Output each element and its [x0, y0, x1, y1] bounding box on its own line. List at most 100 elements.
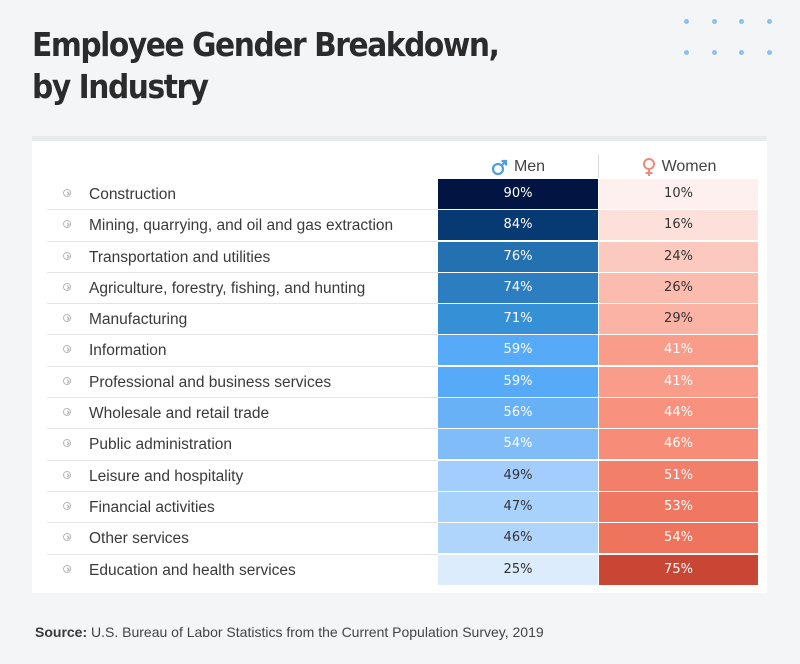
decorative-dot: [711, 19, 717, 24]
industry-label: Other services: [89, 530, 189, 548]
industry-label: Financial activities: [89, 498, 215, 516]
column-header-men: Men: [438, 151, 598, 183]
table-row: Education and health services 25% 75%: [32, 554, 767, 586]
row-bullet-icon: [63, 345, 71, 354]
row-divider: [47, 397, 438, 399]
women-percent-cell: 41%: [599, 366, 758, 397]
women-percent-cell: 51%: [599, 460, 758, 491]
men-percent-cell: 84%: [438, 210, 598, 241]
women-percent-cell: 75%: [599, 554, 758, 585]
table-row: Wholesale and retail trade 56% 44%: [32, 398, 767, 430]
row-bullet-icon: [63, 533, 71, 542]
column-header-men-label: Men: [513, 158, 546, 175]
table-row: Agriculture, forestry, fishing, and hunt…: [32, 272, 767, 305]
male-symbol-icon: [491, 159, 508, 175]
row-divider: [47, 553, 438, 555]
women-percent-cell: 44%: [599, 398, 758, 429]
women-percent-cell: 24%: [599, 241, 758, 272]
source-note: Source: U.S. Bureau of Labor Statistics …: [35, 624, 544, 640]
row-divider: [47, 240, 438, 242]
decorative-dot-grid: [684, 19, 774, 59]
row-divider: [47, 209, 438, 211]
row-divider: [47, 459, 438, 461]
table-body: Construction 90% 10% Mining, quarrying, and…: [32, 179, 767, 586]
row-bullet-icon: [63, 189, 71, 197]
row-divider: [47, 365, 438, 367]
table-row: Public administration 54% 46%: [32, 429, 767, 461]
men-percent-cell: 71%: [438, 304, 598, 335]
column-header-women-label: Women: [661, 158, 717, 175]
row-divider: [47, 303, 438, 305]
industry-label: Wholesale and retail trade: [89, 405, 270, 423]
industry-label: Information: [89, 342, 167, 360]
decorative-dot: [766, 19, 772, 24]
row-bullet-icon: [63, 470, 71, 479]
source-text: U.S. Bureau of Labor Statistics from the…: [87, 624, 544, 640]
industry-label: Construction: [89, 186, 177, 203]
women-percent-cell: 29%: [599, 304, 758, 335]
header-separator: [598, 154, 599, 178]
industry-label: Mining, quarrying, and oil and gas extra…: [89, 217, 394, 235]
row-bullet-icon: [63, 376, 71, 385]
men-percent-cell: 74%: [438, 272, 598, 303]
industry-label: Transportation and utilities: [89, 248, 271, 266]
men-percent-cell: 76%: [438, 241, 598, 272]
decorative-dot: [739, 50, 744, 55]
men-percent-cell: 59%: [438, 366, 598, 397]
decorative-dot: [684, 19, 689, 24]
table-row: Leisure and hospitality 49% 51%: [32, 460, 767, 492]
row-bullet-icon: [63, 251, 71, 260]
women-percent-cell: 10%: [599, 179, 758, 209]
chart-title-line-1: Employee Gender Breakdown,: [32, 25, 500, 64]
row-bullet-icon: [63, 282, 71, 291]
data-table-card: Men Women Construction 90% 10% Mining, quar…: [32, 136, 767, 593]
column-header-women: Women: [599, 151, 759, 183]
men-percent-cell: 54%: [438, 429, 598, 460]
industry-label: Education and health services: [89, 561, 296, 579]
row-divider: [47, 490, 438, 492]
men-percent-cell: 90%: [438, 179, 598, 209]
row-divider: [47, 428, 438, 430]
table-row: Professional and business services 59% 41%: [32, 366, 767, 399]
source-label: Source:: [35, 624, 88, 640]
row-divider: [47, 334, 438, 336]
men-percent-cell: 59%: [438, 335, 598, 366]
row-divider: [47, 271, 438, 273]
men-percent-cell: 56%: [438, 398, 598, 429]
row-divider: [47, 522, 438, 524]
men-percent-cell: 25%: [438, 554, 598, 585]
table-row: Financial activities 47% 53%: [32, 491, 767, 524]
chart-title-line-2: by Industry: [32, 67, 209, 106]
decorative-dot: [766, 50, 772, 55]
men-percent-cell: 47%: [438, 491, 598, 522]
women-percent-cell: 53%: [599, 491, 758, 522]
men-percent-cell: 46%: [438, 523, 598, 554]
industry-label: Agriculture, forestry, fishing, and hunt…: [89, 279, 366, 297]
women-percent-cell: 16%: [599, 210, 758, 241]
table-row: Manufacturing 71% 29%: [32, 304, 767, 336]
row-bullet-icon: [63, 501, 71, 510]
decorative-dot: [684, 50, 689, 55]
table-row: Information 59% 41%: [32, 335, 767, 367]
table-row: Other services 46% 54%: [32, 523, 767, 555]
table-row: Mining, quarrying, and oil and gas extra…: [32, 210, 767, 242]
row-bullet-icon: [63, 220, 71, 229]
women-percent-cell: 54%: [599, 523, 758, 554]
female-symbol-icon: [642, 157, 655, 176]
men-percent-cell: 49%: [438, 460, 598, 491]
table-row: Construction 90% 10%: [32, 179, 767, 211]
women-percent-cell: 41%: [599, 335, 758, 366]
row-bullet-icon: [63, 439, 71, 448]
industry-label: Leisure and hospitality: [89, 467, 244, 485]
women-percent-cell: 46%: [599, 429, 758, 460]
table-row: Transportation and utilities 76% 24%: [32, 241, 767, 273]
women-percent-cell: 26%: [599, 272, 758, 303]
chart-title: Employee Gender Breakdown, by Industry: [32, 24, 500, 108]
decorative-dot: [711, 50, 717, 55]
row-bullet-icon: [63, 314, 71, 323]
industry-label: Professional and business services: [89, 373, 332, 391]
row-bullet-icon: [63, 564, 71, 573]
row-bullet-icon: [63, 408, 71, 417]
industry-label: Manufacturing: [89, 311, 188, 329]
decorative-dot: [739, 19, 744, 24]
